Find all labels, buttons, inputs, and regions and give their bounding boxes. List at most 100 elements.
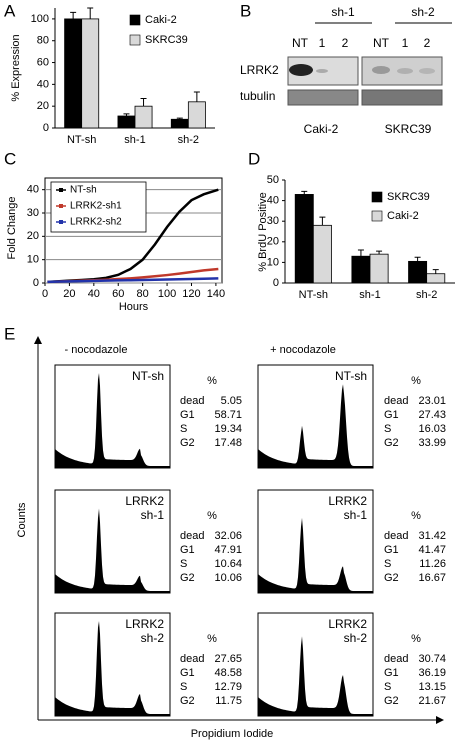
- y-tick-label: 10: [267, 256, 279, 268]
- histogram-label: sh-1: [344, 508, 368, 522]
- blot-images: [287, 22, 452, 106]
- x-tick-label: sh-1: [124, 134, 145, 146]
- y-tick-label: 20: [27, 230, 39, 242]
- flow-column-title: - nocodazole: [65, 344, 128, 356]
- legend-swatch: [129, 14, 141, 26]
- stats-value: 58.71: [214, 409, 242, 421]
- blot-row: tubulin: [240, 89, 275, 103]
- bar: [426, 273, 446, 284]
- error-bar: [357, 249, 364, 257]
- error-bar: [432, 269, 439, 274]
- x-tick-label: 40: [88, 288, 100, 300]
- stats-name: S: [180, 681, 187, 693]
- panel-label: E: [4, 324, 15, 343]
- blot-cell-line: SKRC39: [385, 122, 432, 136]
- legend-label: Caki-2: [387, 210, 419, 222]
- stats-name: dead: [180, 530, 204, 542]
- stats-name: G1: [384, 667, 399, 679]
- stats-header: %: [411, 510, 421, 522]
- stats-name: G2: [384, 572, 399, 584]
- histogram-frame: [257, 364, 374, 469]
- stats-name: dead: [180, 395, 204, 407]
- error-bar: [193, 91, 200, 102]
- bar: [64, 18, 83, 129]
- error-bar: [414, 256, 421, 262]
- bar: [294, 194, 314, 284]
- histogram-label: sh-1: [141, 508, 165, 522]
- stats-name: G1: [384, 544, 399, 556]
- error-bar: [301, 190, 308, 195]
- legend-marker: [59, 204, 63, 208]
- histogram-label: LRRK2: [125, 617, 164, 631]
- stats-name: G1: [384, 409, 399, 421]
- y-tick-label: 20: [267, 236, 279, 248]
- y-tick-label: 50: [267, 174, 279, 186]
- x-tick-label: 100: [158, 288, 176, 300]
- series-line: [47, 277, 219, 284]
- stats-value: 36.19: [418, 667, 446, 679]
- y-tick-label: 100: [31, 13, 49, 25]
- histogram-label: LRRK2: [328, 494, 367, 508]
- y-tick-label: 20: [37, 100, 49, 112]
- stats-name: S: [384, 558, 391, 570]
- x-tick-label: sh-2: [178, 134, 199, 146]
- error-bar: [123, 113, 130, 116]
- stats-value: 13.15: [418, 681, 446, 693]
- stats-value: 47.91: [214, 544, 242, 556]
- stats-name: S: [384, 681, 391, 693]
- legend-label: SKRC39: [145, 34, 188, 46]
- x-tick-label: 140: [207, 288, 225, 300]
- legend-label: LRRK2-sh1: [70, 201, 122, 212]
- histogram-label: NT-sh: [335, 369, 367, 383]
- stats-name: S: [384, 423, 391, 435]
- histogram: [55, 373, 170, 468]
- y-tick-label: 10: [27, 254, 39, 266]
- stats-value: 10.64: [214, 558, 242, 570]
- histogram: [55, 508, 170, 593]
- y-axis-label: Fold Change: [6, 197, 18, 260]
- bar: [408, 260, 428, 284]
- stats-value: 10.06: [214, 572, 242, 584]
- bar: [170, 118, 189, 129]
- error-bar: [376, 250, 383, 255]
- blot-lane: 2: [424, 36, 431, 50]
- y-axis-label: % Expression: [10, 34, 22, 101]
- stats-value: 5.05: [221, 395, 242, 407]
- legend-marker: [59, 188, 63, 192]
- error-bar: [70, 11, 77, 19]
- stats-value: 11.26: [419, 558, 446, 570]
- stats-header: %: [207, 633, 217, 645]
- histogram: [258, 384, 373, 468]
- bar: [81, 18, 100, 129]
- legend-label: SKRC39: [387, 191, 430, 203]
- y-tick-label: 60: [37, 56, 49, 68]
- histogram: [258, 517, 373, 593]
- histogram: [55, 621, 170, 716]
- stats-name: G2: [180, 437, 195, 449]
- blot-lane: NT: [373, 36, 390, 50]
- blot-group: sh-2: [411, 5, 435, 19]
- histogram-label: LRRK2: [125, 494, 164, 508]
- bar: [117, 115, 136, 129]
- y-tick-label: 30: [267, 215, 279, 227]
- y-tick-label: 0: [273, 277, 279, 289]
- bar: [187, 101, 206, 129]
- legend-label: Caki-2: [145, 14, 177, 26]
- stats-name: G2: [384, 437, 399, 449]
- stats-name: dead: [384, 395, 408, 407]
- stats-value: 27.65: [214, 653, 242, 665]
- stats-name: S: [180, 423, 187, 435]
- stats-name: G2: [180, 695, 195, 707]
- stats-value: 11.75: [215, 695, 242, 707]
- blot-lane: NT: [292, 36, 309, 50]
- flow-y-label: Counts: [16, 502, 28, 537]
- x-tick-label: 20: [63, 288, 75, 300]
- legend-label: NT-sh: [70, 185, 97, 196]
- blot-lane: 1: [319, 36, 326, 50]
- x-tick-label: sh-2: [416, 289, 437, 301]
- bar: [369, 253, 389, 284]
- legend-box: [50, 181, 147, 233]
- x-tick-label: NT-sh: [299, 289, 328, 301]
- stats-name: dead: [180, 653, 204, 665]
